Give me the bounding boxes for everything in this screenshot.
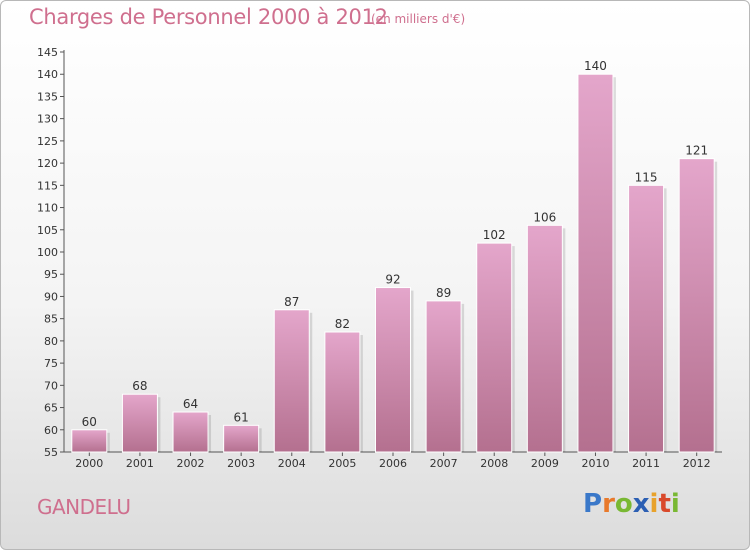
y-tick-label: 90 xyxy=(44,290,58,303)
y-tick-label: 75 xyxy=(44,357,58,370)
bar xyxy=(678,158,715,453)
y-tick-label: 110 xyxy=(37,202,58,215)
y-tick-label: 85 xyxy=(44,313,58,326)
bar-value-label: 89 xyxy=(436,286,451,300)
chart-subtitle: (en milliers d'€) xyxy=(371,12,466,26)
x-tick-label: 2005 xyxy=(328,457,356,470)
bar xyxy=(577,73,614,453)
bar xyxy=(526,224,563,453)
bar xyxy=(172,411,209,453)
x-tick-label: 2004 xyxy=(278,457,306,470)
bar xyxy=(375,287,411,453)
bar xyxy=(223,424,260,453)
y-tick-label: 140 xyxy=(37,68,58,81)
bar xyxy=(425,300,462,453)
bar-value-label: 82 xyxy=(335,317,350,331)
y-tick-label: 60 xyxy=(44,424,58,437)
y-tick-label: 145 xyxy=(37,46,58,59)
x-tick-label: 2012 xyxy=(683,457,711,470)
x-tick-label: 2003 xyxy=(227,457,255,470)
logo-letter: i xyxy=(649,489,659,519)
bar-value-label: 87 xyxy=(284,295,299,309)
bar xyxy=(273,309,310,453)
y-tick-label: 65 xyxy=(44,402,58,415)
y-tick-label: 55 xyxy=(44,446,58,459)
place-name: GANDELU xyxy=(37,495,131,519)
y-axis: 55 60 65 70 75 80 85 90 95 100 105 110 115 120 125 130 1… xyxy=(37,46,65,459)
bar-value-label: 102 xyxy=(483,228,506,242)
bars: 60 68 64 61 87 82 92 89 102 106 140 115 121 xyxy=(71,59,718,453)
y-tick-label: 120 xyxy=(37,157,58,170)
y-tick-label: 135 xyxy=(37,90,58,103)
bar-value-label: 121 xyxy=(685,144,708,158)
bar-value-label: 106 xyxy=(533,210,556,224)
bar xyxy=(324,331,361,453)
logo-letter: P xyxy=(583,489,603,519)
bar-value-label: 60 xyxy=(82,415,97,429)
x-tick-label: 2007 xyxy=(430,457,458,470)
bar-value-label: 92 xyxy=(385,273,400,287)
x-tick-label: 2002 xyxy=(177,457,205,470)
bar-value-label: 61 xyxy=(234,410,249,424)
y-tick-label: 80 xyxy=(44,335,58,348)
y-tick-label: 100 xyxy=(37,246,58,259)
proxiti-logo: Proxiti xyxy=(583,489,680,519)
y-tick-label: 105 xyxy=(37,224,58,237)
x-tick-label: 2006 xyxy=(379,457,407,470)
bar xyxy=(476,242,513,453)
logo-letter: r xyxy=(602,489,615,519)
bar xyxy=(121,393,158,453)
logo-letter: o xyxy=(614,489,633,519)
x-tick-label: 2008 xyxy=(480,457,508,470)
bar xyxy=(71,429,108,453)
y-tick-label: 125 xyxy=(37,135,58,148)
logo-letter: t xyxy=(658,489,671,519)
bar-value-label: 68 xyxy=(132,379,147,393)
bar-value-label: 140 xyxy=(584,59,607,73)
x-tick-label: 2011 xyxy=(632,457,660,470)
logo-letter: x xyxy=(632,489,650,519)
x-tick-label: 2001 xyxy=(126,457,154,470)
logo-letter: i xyxy=(670,489,680,519)
x-tick-label: 2009 xyxy=(531,457,559,470)
x-tick-label: 2010 xyxy=(581,457,609,470)
y-tick-label: 115 xyxy=(37,179,58,192)
y-tick-label: 70 xyxy=(44,379,58,392)
x-axis: 2000 2001 2002 2003 2004 2005 2006 2007 2008 2009… xyxy=(64,451,722,470)
bar-value-label: 115 xyxy=(635,170,658,184)
chart-title: Charges de Personnel 2000 à 2012 xyxy=(29,5,388,29)
x-tick-label: 2000 xyxy=(75,457,103,470)
bar xyxy=(628,184,665,453)
y-tick-label: 130 xyxy=(37,113,58,126)
y-tick-label: 95 xyxy=(44,268,58,281)
bar-value-label: 64 xyxy=(183,397,198,411)
